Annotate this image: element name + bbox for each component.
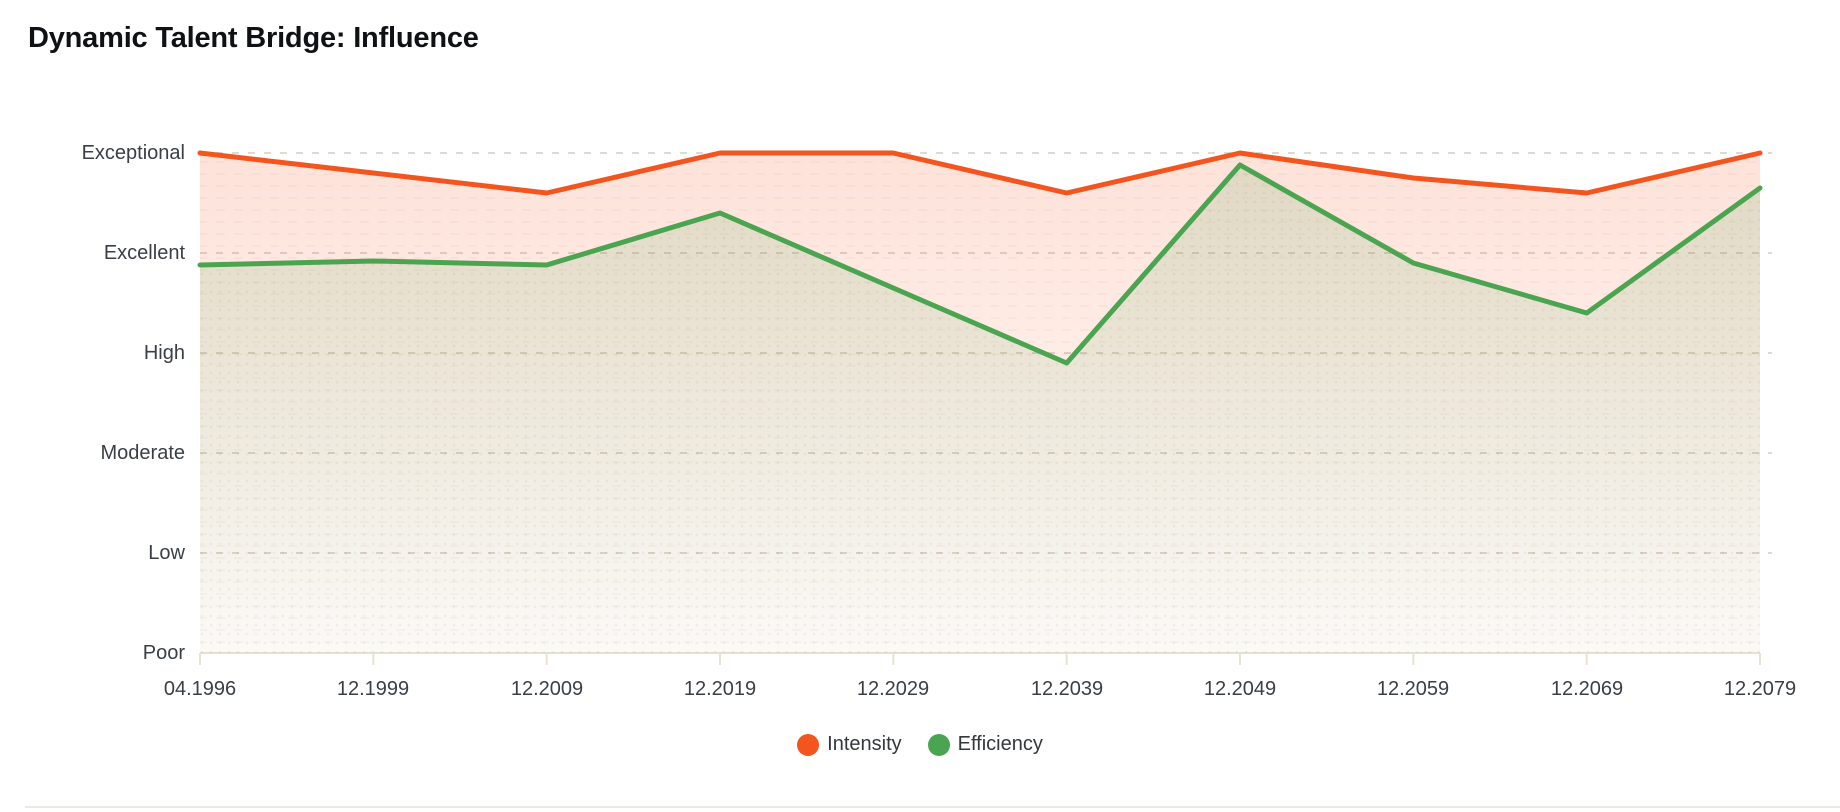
legend: Intensity Efficiency — [0, 733, 1840, 756]
y-axis-label: Exceptional — [81, 142, 185, 164]
y-axis-label: Moderate — [100, 442, 186, 464]
x-axis-label: 12.1999 — [336, 678, 410, 700]
efficiency-line — [197, 162, 1763, 366]
chart-title: Dynamic Talent Bridge: Influence — [28, 22, 479, 54]
bottom-separator — [25, 806, 1840, 808]
efficiency-swatch-icon — [927, 733, 950, 756]
x-axis-label: 12.2019 — [683, 678, 757, 700]
y-axis-label: Low — [148, 542, 185, 564]
x-axis-label: 04.1996 — [163, 678, 237, 700]
y-axis-label: High — [143, 342, 185, 364]
y-axis-label: Excellent — [103, 242, 185, 264]
legend-label: Intensity — [827, 733, 902, 755]
efficiency-area-decal — [200, 165, 1760, 653]
intensity-line — [197, 150, 1763, 196]
x-axis-label: 12.2049 — [1203, 678, 1277, 700]
x-axis-label: 12.2079 — [1723, 678, 1797, 700]
legend-item-efficiency[interactable]: Efficiency — [927, 733, 1043, 756]
x-axis-label: 12.2039 — [1030, 678, 1104, 700]
intensity-swatch-icon — [797, 733, 820, 756]
x-axis-label: 12.2059 — [1376, 678, 1450, 700]
y-axis-label: Poor — [142, 642, 185, 664]
legend-item-intensity[interactable]: Intensity — [797, 733, 902, 756]
legend-label: Efficiency — [957, 733, 1043, 755]
x-axis-label: 12.2009 — [510, 678, 584, 700]
x-axis-label: 12.2029 — [856, 678, 930, 700]
x-axis-label: 12.2069 — [1550, 678, 1624, 700]
